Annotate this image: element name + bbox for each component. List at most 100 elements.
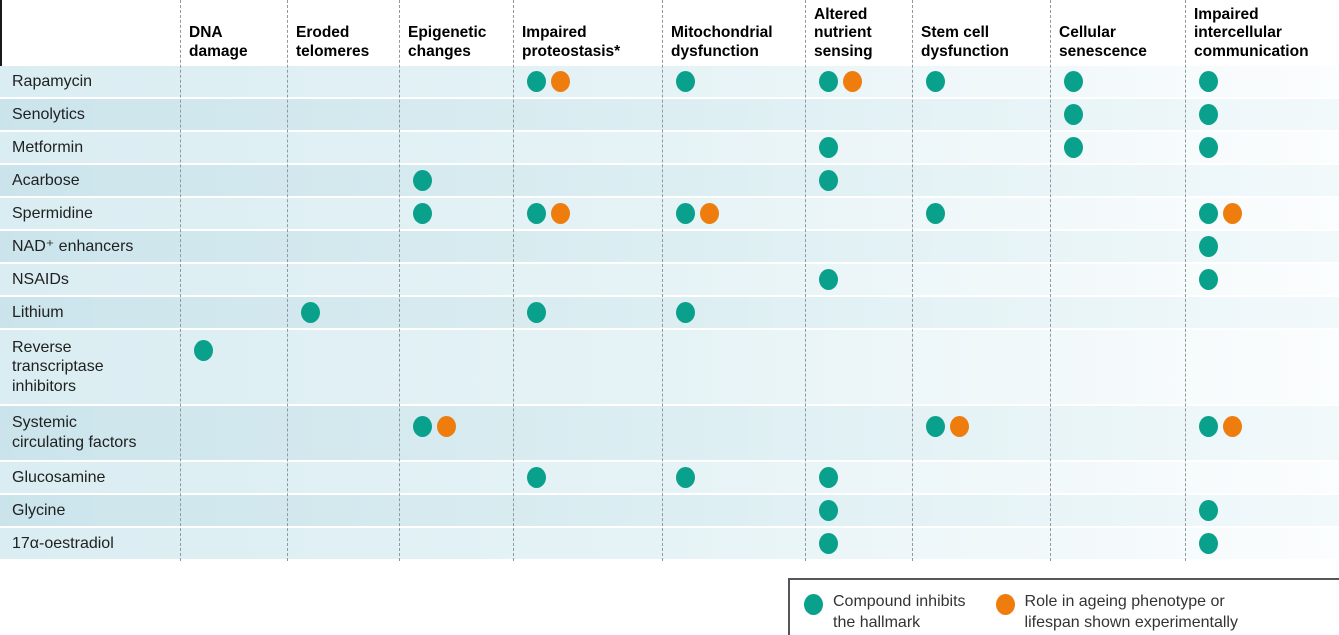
matrix-cell-reverse-transcriptase-inhibitors-dna-damage [180,330,287,404]
column-separator-mitochondrial-dysfunction [662,0,663,561]
table-row-systemic-circulating-factors: Systemic circulating factors [0,406,1339,462]
matrix-cell-nsaids-epigenetic-changes [399,264,513,295]
inhibits-dot-icon [819,533,838,554]
inhibits-dot-icon [527,203,546,224]
legend-experimental-label: Role in ageing phenotype or lifespan sho… [1024,593,1238,631]
matrix-cell-glucosamine-mitochondrial-dysfunction [662,462,805,493]
matrix-cell-acarbose-dna-damage [180,165,287,196]
matrix-cell-glycine-impaired-intercellular-communication [1185,495,1339,526]
legend: Compound inhibits the hallmark Role in a… [788,578,1339,635]
matrix-cell-nad-enhancers-mitochondrial-dysfunction [662,231,805,262]
matrix-cell-senolytics-cellular-senescence [1050,99,1185,130]
column-separator-impaired-proteostasis [513,0,514,561]
matrix-cell-reverse-transcriptase-inhibitors-stem-cell-dysfunction [912,330,1050,404]
row-label-reverse-transcriptase-inhibitors: Reverse transcriptase inhibitors [12,338,104,395]
row-label-lithium: Lithium [12,303,64,321]
experimental-dot-icon [700,203,719,224]
matrix-cell-glycine-epigenetic-changes [399,495,513,526]
experimental-dot-icon [551,203,570,224]
matrix-cell-reverse-transcriptase-inhibitors-cellular-senescence [1050,330,1185,404]
inhibits-dot-icon [194,340,213,361]
column-header-impaired-intercellular-communication: Impaired intercellular communication [1194,6,1309,60]
row-label-17a-oestradiol: 17α-oestradiol [12,534,114,552]
matrix-cell-glucosamine-epigenetic-changes [399,462,513,493]
matrix-cell-glucosamine-cellular-senescence [1050,462,1185,493]
column-separator-cellular-senescence [1050,0,1051,561]
inhibits-dot-icon [1199,500,1218,521]
matrix-cell-spermidine-dna-damage [180,198,287,229]
row-label-acarbose: Acarbose [12,171,80,189]
column-separator-altered-nutrient-sensing [805,0,806,561]
matrix-cell-17a-oestradiol-impaired-intercellular-communication [1185,528,1339,559]
matrix-cell-lithium-eroded-telomeres [287,297,399,328]
matrix-cell-nsaids-mitochondrial-dysfunction [662,264,805,295]
inhibits-dot-icon [527,467,546,488]
matrix-cell-glucosamine-dna-damage [180,462,287,493]
matrix-cell-nad-enhancers-cellular-senescence [1050,231,1185,262]
matrix-cell-acarbose-impaired-proteostasis [513,165,662,196]
matrix-cell-spermidine-impaired-proteostasis [513,198,662,229]
matrix-cell-systemic-circulating-factors-altered-nutrient-sensing [805,406,912,460]
matrix-cell-rapamycin-impaired-proteostasis [513,66,662,97]
matrix-cell-17a-oestradiol-altered-nutrient-sensing [805,528,912,559]
matrix-cell-systemic-circulating-factors-cellular-senescence [1050,406,1185,460]
matrix-cell-metformin-cellular-senescence [1050,132,1185,163]
column-header-impaired-proteostasis: Impaired proteostasis* [522,24,621,60]
table-row-rapamycin: Rapamycin [0,66,1339,99]
row-label-glycine: Glycine [12,501,66,519]
matrix-cell-spermidine-cellular-senescence [1050,198,1185,229]
matrix-cell-reverse-transcriptase-inhibitors-epigenetic-changes [399,330,513,404]
matrix-cell-acarbose-impaired-intercellular-communication [1185,165,1339,196]
matrix-cell-rapamycin-eroded-telomeres [287,66,399,97]
matrix-cell-acarbose-eroded-telomeres [287,165,399,196]
matrix-cell-rapamycin-epigenetic-changes [399,66,513,97]
matrix-cell-nsaids-altered-nutrient-sensing [805,264,912,295]
matrix-cell-lithium-stem-cell-dysfunction [912,297,1050,328]
row-label-metformin: Metformin [12,138,84,156]
matrix-cell-nad-enhancers-impaired-proteostasis [513,231,662,262]
inhibits-dot-icon [926,416,945,437]
matrix-cell-spermidine-stem-cell-dysfunction [912,198,1050,229]
inhibits-dot-icon [413,203,432,224]
matrix-cell-glucosamine-stem-cell-dysfunction [912,462,1050,493]
inhibits-dot-icon [1064,137,1083,158]
matrix-cell-rapamycin-stem-cell-dysfunction [912,66,1050,97]
matrix-cell-nad-enhancers-stem-cell-dysfunction [912,231,1050,262]
matrix-cell-nsaids-impaired-intercellular-communication [1185,264,1339,295]
column-header-stem-cell-dysfunction: Stem cell dysfunction [921,24,1009,60]
matrix-cell-systemic-circulating-factors-impaired-intercellular-communication [1185,406,1339,460]
row-label-nad-enhancers: NAD⁺ enhancers [12,237,134,255]
matrix-cell-lithium-cellular-senescence [1050,297,1185,328]
legend-item-inhibits: Compound inhibits the hallmark [804,592,966,635]
experimental-dot-icon [437,416,456,437]
matrix-cell-senolytics-altered-nutrient-sensing [805,99,912,130]
inhibits-dot-icon [1199,533,1218,554]
matrix-cell-reverse-transcriptase-inhibitors-mitochondrial-dysfunction [662,330,805,404]
matrix-cell-glycine-stem-cell-dysfunction [912,495,1050,526]
column-header-mitochondrial-dysfunction: Mitochondrial dysfunction [671,24,773,60]
column-header-dna-damage: DNA damage [189,24,248,60]
matrix-cell-17a-oestradiol-eroded-telomeres [287,528,399,559]
matrix-cell-systemic-circulating-factors-epigenetic-changes [399,406,513,460]
column-separator-stem-cell-dysfunction [912,0,913,561]
column-separator-dna-damage [180,0,181,561]
inhibits-dot-icon [676,467,695,488]
inhibits-dot-icon [926,203,945,224]
table-row-nsaids: NSAIDs [0,264,1339,297]
inhibits-dot-icon [1199,104,1218,125]
table-row-reverse-transcriptase-inhibitors: Reverse transcriptase inhibitors [0,330,1339,406]
matrix-cell-spermidine-altered-nutrient-sensing [805,198,912,229]
matrix-cell-lithium-dna-damage [180,297,287,328]
inhibits-dot-icon [527,71,546,92]
table-row-nad-enhancers: NAD⁺ enhancers [0,231,1339,264]
matrix-cell-senolytics-dna-damage [180,99,287,130]
table-row-senolytics: Senolytics [0,99,1339,132]
matrix-cell-nad-enhancers-eroded-telomeres [287,231,399,262]
inhibits-dot-icon [676,203,695,224]
matrix-cell-glucosamine-eroded-telomeres [287,462,399,493]
matrix-cell-glycine-eroded-telomeres [287,495,399,526]
matrix-cell-17a-oestradiol-stem-cell-dysfunction [912,528,1050,559]
matrix-cell-nad-enhancers-dna-damage [180,231,287,262]
table-row-acarbose: Acarbose [0,165,1339,198]
